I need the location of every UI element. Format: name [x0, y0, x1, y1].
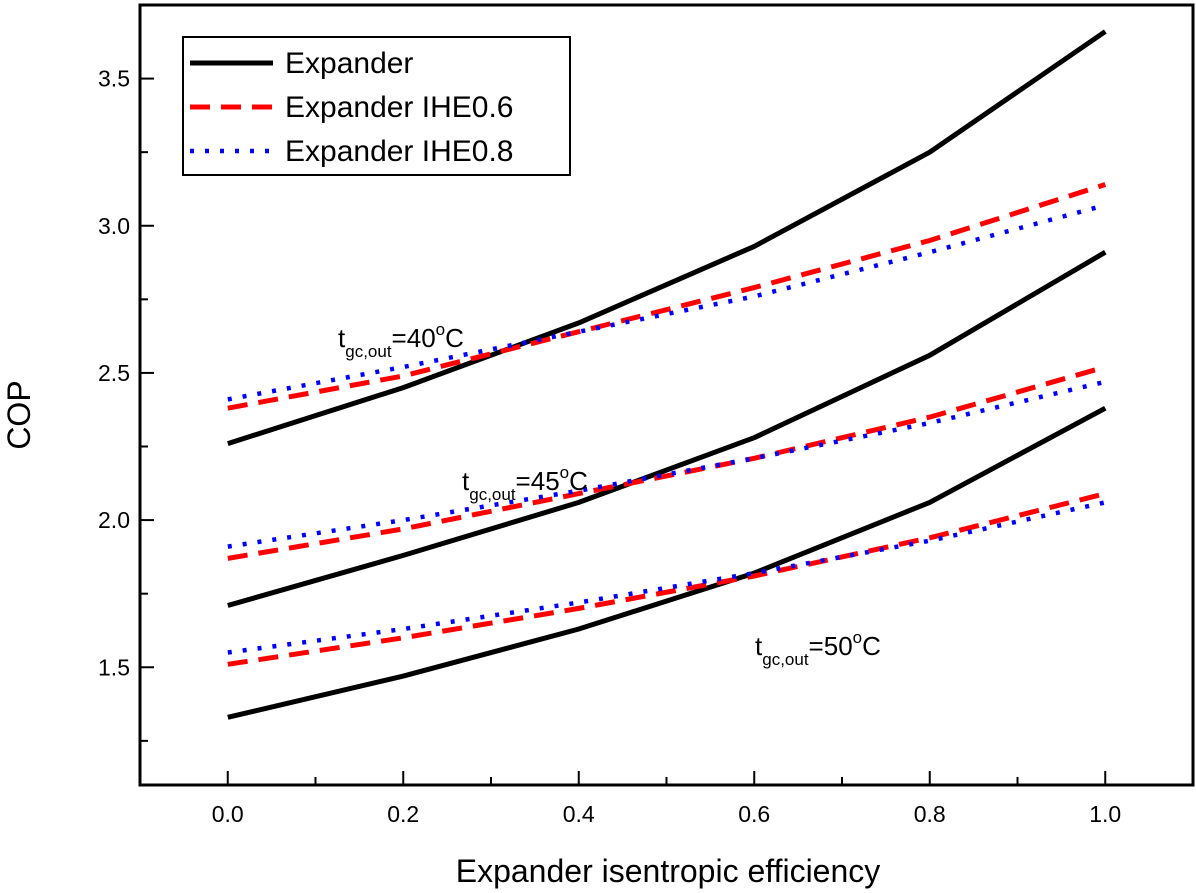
series-line-expander-ihe0-8-group-1: [227, 203, 1106, 402]
x-tick-label: 1.0: [1089, 801, 1121, 827]
y-axis-title: COP: [1, 380, 37, 449]
series-line-expander-group-3: [227, 405, 1107, 720]
legend-label-expander-ihe0-6: Expander IHE0.6: [285, 91, 513, 124]
y-tick-label: 2.5: [98, 360, 130, 386]
y-tick-label: 2.0: [98, 507, 130, 533]
y-tick-label: 1.5: [98, 654, 130, 680]
annotation-tgc-out-3: tgc,out=50oC: [755, 628, 881, 669]
legend: Expander Expander IHE0.6 Expander IHE0.8: [182, 36, 571, 176]
x-tick-label: 0.2: [387, 801, 419, 827]
x-axis-title: Expander isentropic efficiency: [456, 853, 881, 889]
annotation-tgc-out-2: tgc,out=45oC: [462, 463, 588, 504]
x-tick-label: 0.6: [738, 801, 770, 827]
annotations-layer: tgc,out=40oC tgc,out=45oC tgc,out=50oC: [338, 320, 881, 669]
series-line-expander-ihe0-6-group-1: [227, 182, 1107, 411]
x-tick-label: 0.0: [212, 801, 244, 827]
series-line-expander-ihe0-6-group-3: [227, 491, 1106, 667]
y-tick-label: 3.0: [98, 213, 130, 239]
series-layer: [227, 29, 1107, 720]
series-line-expander-group-1: [227, 29, 1107, 446]
ticks-layer: 0.0 0.2 0.4 0.6 0.8 1.0 1.5 2.0 2.5 3.0 3.5: [98, 4, 1194, 827]
series-line-expander-group-2: [227, 250, 1107, 608]
legend-label-expander-ihe0-8: Expander IHE0.8: [285, 135, 513, 168]
y-tick-label: 3.5: [98, 66, 130, 92]
x-tick-label: 0.4: [563, 801, 595, 827]
legend-box: [182, 36, 571, 176]
series-line-expander-ihe0-6-group-2: [227, 364, 1106, 561]
legend-label-expander: Expander: [285, 47, 413, 80]
annotation-tgc-out-1: tgc,out=40oC: [338, 320, 464, 361]
x-tick-label: 0.8: [914, 801, 946, 827]
